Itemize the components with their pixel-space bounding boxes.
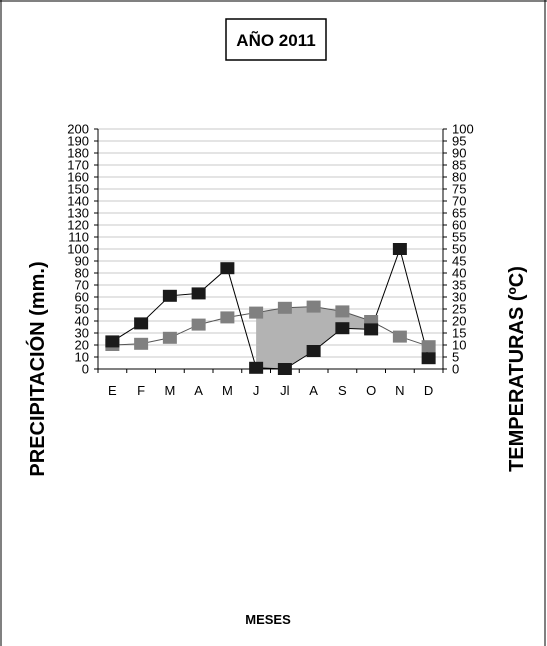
x-tick-label: S <box>338 383 347 398</box>
precipitation-marker <box>162 289 177 302</box>
left-tick-label: 120 <box>67 218 89 233</box>
precipitation-marker <box>277 363 292 375</box>
gridlines <box>98 128 443 358</box>
left-tick-label: 180 <box>67 146 89 161</box>
left-tick-label: 190 <box>67 134 89 149</box>
left-tick-label: 140 <box>67 194 89 209</box>
x-axis-label: MESES <box>245 612 291 627</box>
precipitation-marker <box>335 322 350 335</box>
right-tick-label: 5 <box>452 350 459 365</box>
right-tick-label: 70 <box>452 194 466 209</box>
precipitation-marker <box>421 352 436 365</box>
left-tick-label: 60 <box>75 290 89 305</box>
right-tick-label: 65 <box>452 206 466 221</box>
right-tick-label: 10 <box>452 338 466 353</box>
precipitation-marker <box>220 262 235 275</box>
left-tick-label: 10 <box>75 350 89 365</box>
temperature-marker <box>191 318 206 331</box>
x-tick-label: E <box>108 383 117 398</box>
temperature-marker <box>277 301 292 314</box>
right-tick-label: 35 <box>452 278 466 293</box>
right-tick-label: 75 <box>452 182 466 197</box>
series-markers <box>105 243 436 375</box>
x-axis-tick-labels: E F M A M J Jl A S O N D <box>108 383 433 398</box>
right-tick-label: 50 <box>452 242 466 257</box>
chart-title: AÑO 2011 <box>236 30 315 50</box>
x-tick-label: M <box>164 383 175 398</box>
right-tick-label: 0 <box>452 362 459 377</box>
right-tick-label: 60 <box>452 218 466 233</box>
left-tick-label: 40 <box>75 314 89 329</box>
deficit-shading <box>256 306 372 369</box>
temperature-marker <box>421 340 436 353</box>
precipitation-marker <box>392 243 407 255</box>
right-tick-label: 25 <box>452 302 466 317</box>
right-tick-label: 90 <box>452 146 466 161</box>
temperature-marker <box>335 305 350 318</box>
temperature-marker <box>249 306 264 319</box>
left-tick-label: 50 <box>75 302 89 317</box>
right-axis-tick-labels: 0510152025303540455055606570758085909510… <box>452 122 474 377</box>
left-tick-label: 170 <box>67 158 89 173</box>
x-tick-label: A <box>309 383 318 398</box>
shaded-area <box>256 306 372 369</box>
precipitation-marker <box>364 323 379 336</box>
x-tick-label: N <box>395 383 404 398</box>
left-tick-label: 110 <box>68 230 89 245</box>
x-tick-label: M <box>222 383 233 398</box>
x-tick-label: J <box>253 383 260 398</box>
x-tick-label: Jl <box>280 383 290 398</box>
y-axis-label: PRECIPITACIÓN (mm.) <box>25 261 49 476</box>
left-tick-label: 160 <box>67 170 89 185</box>
x-tick-label: A <box>194 383 203 398</box>
right-tick-label: 15 <box>452 326 466 341</box>
left-tick-label: 200 <box>67 122 89 137</box>
left-tick-label: 130 <box>67 206 89 221</box>
left-tick-label: 150 <box>67 182 89 197</box>
right-tick-label: 85 <box>452 158 466 173</box>
right-tick-label: 95 <box>452 134 466 149</box>
temperature-marker <box>134 337 149 350</box>
left-tick-label: 100 <box>67 242 89 257</box>
x-tick-label: D <box>424 383 433 398</box>
left-tick-label: 30 <box>75 326 89 341</box>
temperature-marker <box>162 331 177 344</box>
left-tick-label: 70 <box>75 278 89 293</box>
left-tick-label: 20 <box>75 338 89 353</box>
right-tick-label: 100 <box>452 122 474 137</box>
left-tick-label: 0 <box>82 362 89 377</box>
right-tick-label: 80 <box>452 170 466 185</box>
right-tick-label: 30 <box>452 290 466 305</box>
temperature-marker <box>306 300 321 313</box>
right-tick-label: 20 <box>452 314 466 329</box>
x-tick-label: O <box>366 383 376 398</box>
precipitation-marker <box>134 317 149 330</box>
x-tick-label: F <box>137 383 145 398</box>
right-tick-label: 55 <box>452 230 466 245</box>
left-axis-tick-labels: 0102030405060708090100110120130140150160… <box>67 122 89 377</box>
left-tick-label: 90 <box>75 254 89 269</box>
precipitation-marker <box>249 361 264 374</box>
precipitation-marker <box>306 345 321 357</box>
temperature-marker <box>220 311 235 324</box>
y2-axis-label: TEMPERATURAS (ºC) <box>506 266 528 472</box>
temperature-marker <box>392 330 407 343</box>
title-box <box>225 18 327 61</box>
precipitation-marker <box>191 287 206 300</box>
precipitation-marker <box>105 335 120 348</box>
right-tick-label: 45 <box>452 254 466 269</box>
left-tick-label: 80 <box>75 266 89 281</box>
right-tick-label: 40 <box>452 266 466 281</box>
axes <box>94 128 447 373</box>
